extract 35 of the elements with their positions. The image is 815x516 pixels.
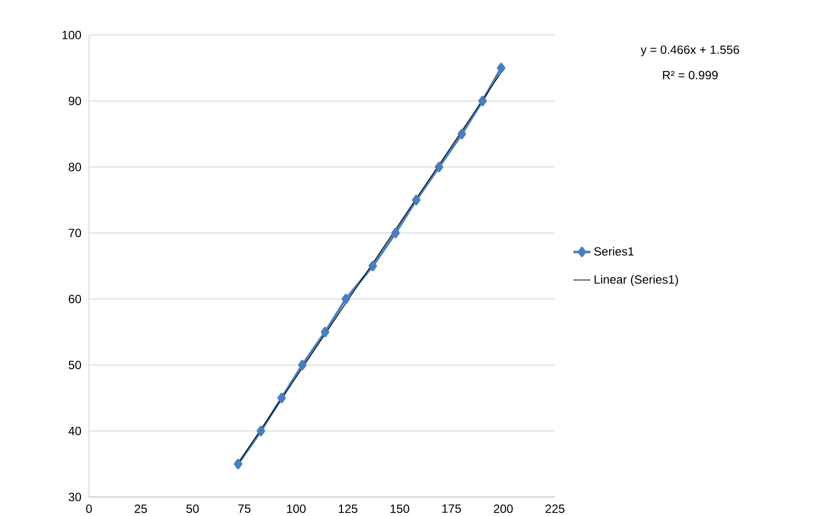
y-tick-label: 80 <box>68 162 82 172</box>
point <box>391 228 400 238</box>
y-tick-label: 40 <box>68 426 82 436</box>
x-tick-label: 25 <box>134 504 147 513</box>
point <box>496 62 506 74</box>
y-tick-label: 90 <box>68 96 82 106</box>
point <box>342 294 350 304</box>
point <box>412 194 420 206</box>
x-tick-label: 225 <box>546 504 564 513</box>
y-tick-label: 100 <box>62 30 82 40</box>
point <box>256 426 266 436</box>
point <box>434 162 444 172</box>
legend-label: Series1 <box>594 246 634 256</box>
point <box>368 260 377 272</box>
y-tick-label: 50 <box>68 360 82 370</box>
x-tick-label: 125 <box>338 504 358 513</box>
x-tick-label: 50 <box>186 504 199 513</box>
y-tick-label: 70 <box>68 228 82 238</box>
x-tick-label: 75 <box>238 504 250 513</box>
point <box>458 128 466 140</box>
y-tick-label: 30 <box>68 492 82 502</box>
x-tick-label: 175 <box>442 504 461 513</box>
text: R² = 0.999 <box>663 70 718 80</box>
y-tick-label: 60 <box>68 294 82 304</box>
point <box>277 392 286 404</box>
point <box>320 326 330 338</box>
x-tick-label: 100 <box>287 504 306 513</box>
point <box>298 360 307 370</box>
x-tick-label: 150 <box>390 504 410 513</box>
x-tick-label: 0 <box>86 504 92 513</box>
point <box>234 458 242 470</box>
point <box>478 96 487 106</box>
x-tick-label: 200 <box>494 504 513 513</box>
legend-label: Linear (Series1) <box>594 274 678 286</box>
text: y = 0.466x + 1.556 <box>640 45 740 56</box>
